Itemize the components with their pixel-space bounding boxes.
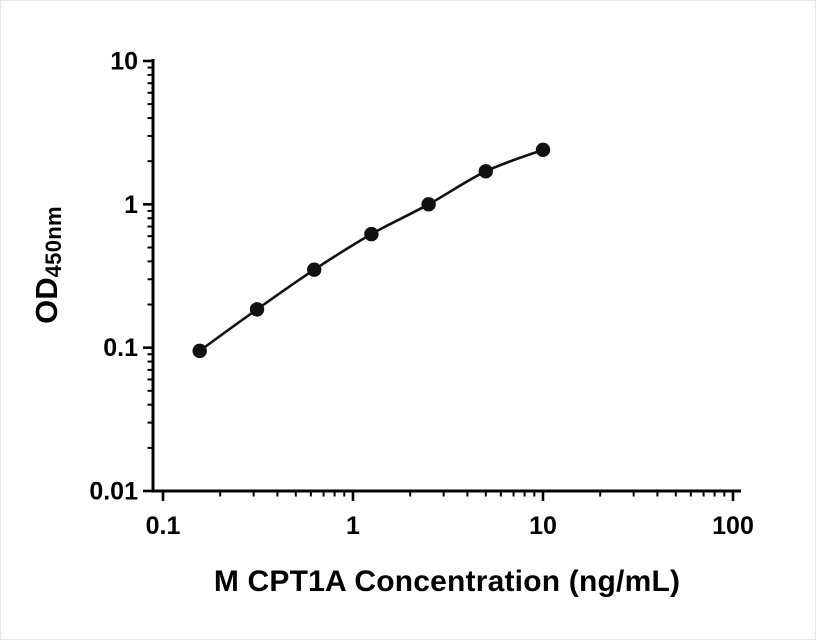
x-tick-label: 0.1 — [146, 512, 181, 540]
y-axis-title: OD450nm — [27, 115, 67, 415]
data-point-marker — [478, 164, 494, 179]
data-point-marker — [192, 343, 207, 359]
y-tick-label: 1 — [124, 191, 138, 219]
x-tick-label: 100 — [712, 512, 754, 540]
y-axis-title-main: OD — [29, 277, 64, 324]
data-point-marker — [249, 302, 265, 317]
y-tick-label: 0.1 — [103, 334, 138, 362]
standard-curve-line — [198, 148, 544, 352]
data-point-marker — [364, 226, 379, 242]
data-point-marker — [307, 262, 322, 277]
y-tick-label: 0.01 — [89, 478, 138, 506]
y-tick-label: 10 — [110, 48, 138, 76]
x-axis-title: M CPT1A Concentration (ng/mL) — [213, 565, 681, 598]
y-axis-title-subscript: 450nm — [40, 206, 66, 278]
x-tick-label: 1 — [346, 512, 360, 540]
data-point-marker — [421, 197, 436, 212]
data-point-marker — [535, 142, 551, 158]
x-tick-label: 10 — [529, 512, 557, 540]
